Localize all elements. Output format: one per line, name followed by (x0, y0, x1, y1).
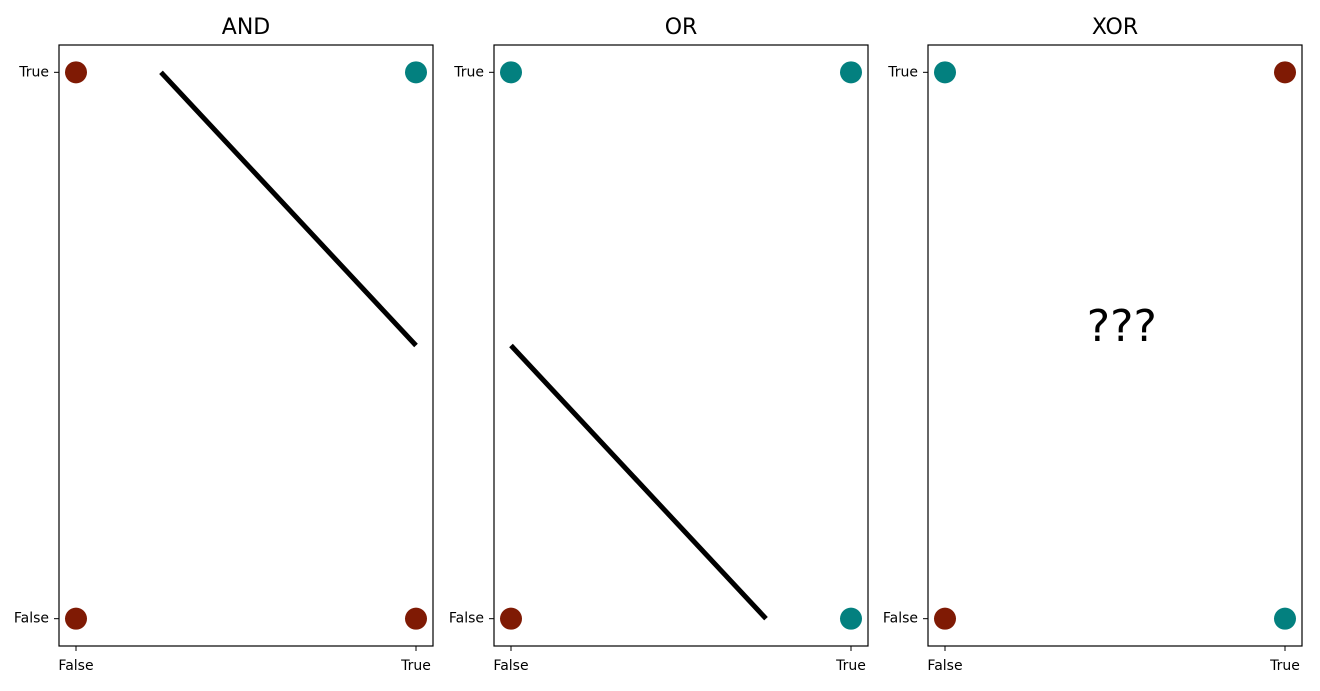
plot-frame (493, 44, 869, 647)
boundary-line (159, 70, 418, 348)
x-tick-label: False (493, 658, 528, 674)
point (65, 61, 87, 84)
point (405, 607, 427, 630)
subplot-title: AND (222, 15, 270, 40)
x-tick-label: False (58, 658, 93, 674)
annotation: ??? (1087, 301, 1157, 352)
point (405, 61, 427, 84)
point (1274, 607, 1296, 630)
y-tick-label: False (449, 611, 484, 627)
y-tick-label: True (887, 64, 918, 80)
y-tick-label: True (18, 64, 49, 80)
point (65, 607, 87, 630)
point (934, 607, 956, 630)
point (840, 607, 862, 630)
point (840, 61, 862, 84)
y-tick-label: False (883, 611, 918, 627)
x-tick-label: True (835, 658, 866, 674)
plot-frame (927, 44, 1303, 647)
boundary-line (509, 343, 768, 621)
point (934, 61, 956, 84)
x-tick-label: False (927, 658, 962, 674)
x-tick-label: True (400, 658, 431, 674)
subplot-title: XOR (1092, 15, 1138, 40)
y-tick-label: False (14, 611, 49, 627)
point (500, 607, 522, 630)
point (500, 61, 522, 84)
x-tick-label: True (1269, 658, 1300, 674)
point (1274, 61, 1296, 84)
plot-frame (58, 44, 434, 647)
y-tick-label: True (453, 64, 484, 80)
subplot-title: OR (665, 15, 698, 40)
